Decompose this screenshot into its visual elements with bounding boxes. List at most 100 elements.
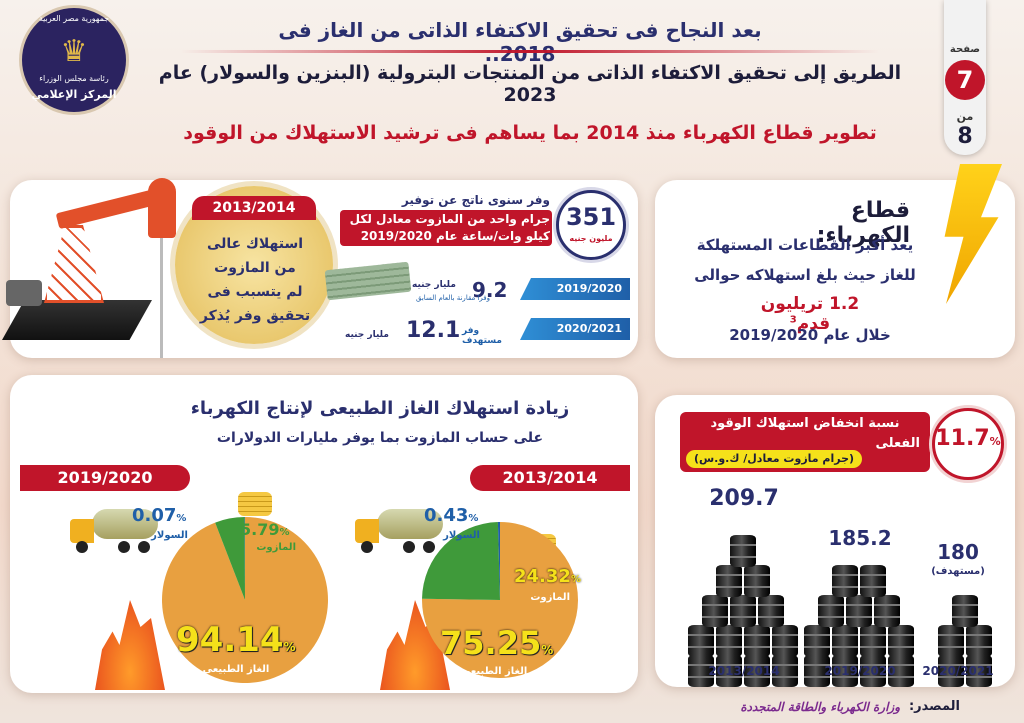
- pie-2019-year: 2019/2020: [20, 465, 190, 491]
- electricity-line2: للغاز حيث بلغ استهلاكه حوالى: [694, 266, 916, 284]
- mazout-2014-l2: من المازوت: [214, 260, 296, 276]
- coin-stack-icon-left: [238, 492, 272, 516]
- bar-2014-barrel: [688, 625, 714, 657]
- bar-2014-barrel: [716, 655, 742, 687]
- bar-2020-value: 180: [937, 540, 979, 564]
- gas-section-title: زيادة استهلاك الغاز الطبيعى لإنتاج الكهر…: [190, 398, 570, 419]
- pie-2019-mazout-value: 5.79%: [240, 520, 300, 539]
- fuel-percent-sign: %: [989, 435, 1001, 448]
- page-label: صفحة: [949, 44, 981, 55]
- fuel-barrel-chart: [660, 480, 1010, 690]
- bar-2014-label: 2013/2014: [708, 664, 780, 678]
- pie-2019-solar-pct: %: [176, 513, 187, 524]
- pie-2019-solar-label: السولار: [151, 530, 188, 541]
- gas-section-subtitle: على حساب المازوت بما يوفر مليارات الدولا…: [216, 430, 544, 446]
- mazout-2014-l4: تحقيق وفر يُذكر: [199, 308, 311, 324]
- bar-2014-barrel: [716, 625, 742, 657]
- pie-2014-gas-value: 75.25%: [440, 624, 553, 662]
- header-sub2: تطوير قطاع الكهرباء منذ 2014 بما يساهم ف…: [183, 122, 877, 144]
- pie-2014-solar-value: 0.43%: [424, 505, 484, 526]
- bar-2014-barrel: [702, 595, 728, 627]
- bar-2014-barrel: [772, 655, 798, 687]
- media-center-logo: ♛ جمهورية مصر العربية رئاسة مجلس الوزراء…: [22, 8, 126, 112]
- bar-2014-barrel: [772, 625, 798, 657]
- pie-2014-gas-value-text: 75.25: [440, 624, 542, 662]
- savings-row2-value: 12.1: [406, 318, 461, 343]
- bar-2019-barrel: [888, 655, 914, 687]
- pie-2019-mazout-label: المازوت: [256, 542, 296, 553]
- source-text: وزارة الكهرباء والطاقة المتجددة: [740, 700, 900, 714]
- mazout-2014-l1: استهلاك عالى: [206, 236, 304, 252]
- pump-base: [2, 300, 152, 340]
- savings-row2-note: وفر مستهدف: [462, 326, 502, 346]
- bar-2019-barrel: [832, 655, 858, 687]
- savings-row1-note: وفرا مقارنة بالعام السابق: [415, 294, 490, 302]
- fuel-percent-circle: [932, 408, 1004, 480]
- pie-2019-solar-value: 0.07%: [132, 505, 192, 526]
- page-title: الطريق إلى تحقيق الاكتفاء الذاتى من المن…: [158, 62, 902, 106]
- pump-rod: [160, 238, 163, 358]
- savings-row1-year: 2019/2020: [520, 278, 630, 300]
- pump-head: [148, 178, 176, 238]
- bar-2019-barrel: [804, 625, 830, 657]
- eagle-icon: ♛: [60, 34, 88, 69]
- pie-2019-gas-label: الغاز الطبيعى: [202, 664, 270, 675]
- pie-chart-2014: [422, 522, 578, 678]
- bar-2019-label: 2019/2020: [824, 664, 896, 678]
- fuel-title-l2: الفعلى: [875, 436, 921, 451]
- electricity-value-text: 1.2 تريليون قدم: [760, 294, 860, 334]
- pie-2019-solar-value-text: 0.07: [132, 505, 177, 526]
- bar-2014-barrel: [730, 535, 756, 567]
- pump-counterweight: [6, 280, 42, 306]
- pie-2014-mazout-value: 24.32%: [514, 566, 581, 587]
- electricity-title: قطاع الكهرباء:: [816, 198, 910, 248]
- pie-2014-solar-label: السولار: [443, 530, 480, 541]
- bar-2014-barrel: [744, 625, 770, 657]
- bar-2020-label: 2020/2021: [922, 664, 994, 678]
- savings-circle-value: 351: [565, 203, 617, 231]
- bar-2014-value: 209.7: [709, 486, 779, 511]
- page-current: 7: [945, 60, 985, 100]
- bar-2019-barrel: [860, 625, 886, 657]
- mazout-2014-year: 2013/2014: [192, 196, 316, 220]
- bar-2019-barrel: [832, 625, 858, 657]
- bar-2014-barrel: [716, 565, 742, 597]
- bar-2019-barrel: [846, 595, 872, 627]
- bar-2019-barrel: [860, 565, 886, 597]
- electricity-value-sup: 3: [789, 314, 797, 326]
- savings-row2-year: 2020/2021: [520, 318, 630, 340]
- bar-2019-barrel: [832, 565, 858, 597]
- pie-2019-mazout-pct: %: [279, 527, 290, 538]
- pie-2014-gas-label: الغاز الطبيعى: [460, 666, 528, 677]
- electricity-value: 1.2 تريليون قدم3: [740, 294, 880, 334]
- pie-2019-slice-mazout: [215, 517, 245, 600]
- fuel-percent-value: 11.7: [935, 426, 990, 451]
- bar-2020-barrel: [952, 595, 978, 627]
- fuel-title-l3: (جرام مازوت معادل/ ك.و.س): [686, 450, 862, 468]
- bar-2014-barrel: [688, 655, 714, 687]
- savings-desc3: كيلو وات/ساعة عام 2019/2020: [360, 229, 550, 243]
- pie-2019-gas-value-text: 94.14: [176, 620, 284, 660]
- savings-circle-unit: مليون جنيه: [569, 234, 613, 243]
- bar-2020-barrel: [938, 625, 964, 657]
- savings-circle: [556, 190, 626, 260]
- bar-2019-barrel: [818, 595, 844, 627]
- pie-2019-mazout-value-text: 5.79: [240, 520, 280, 539]
- page-total: 8: [957, 124, 973, 149]
- header-divider: [180, 50, 880, 53]
- logo-line1: جمهورية مصر العربية: [38, 14, 110, 23]
- bar-2014-barrel: [730, 595, 756, 627]
- savings-desc-band: [340, 210, 552, 246]
- header-subtitle: بعد النجاح فى تحقيق الاكتفاء الذاتى من ا…: [278, 18, 762, 66]
- bar-2020-barrel: [966, 655, 992, 687]
- page-indicator: صفحة 7 من 8: [944, 0, 986, 155]
- savings-desc2: جرام واحد من المازوت معادل لكل: [349, 212, 550, 226]
- bar-2020-barrel: [966, 625, 992, 657]
- bar-2019-value: 185.2: [828, 526, 892, 550]
- bar-2020-annotation: (مستهدف): [931, 566, 985, 577]
- logo-line2: رئاسة مجلس الوزراء: [39, 74, 109, 83]
- bar-2019-barrel: [860, 655, 886, 687]
- fuel-title-l1: نسبة انخفاض استهلاك الوقود: [710, 416, 900, 431]
- electricity-line1: يعد أكبر القطاعات المستهلكة: [696, 236, 914, 254]
- savings-row1-unit: مليار جنيه: [412, 280, 456, 290]
